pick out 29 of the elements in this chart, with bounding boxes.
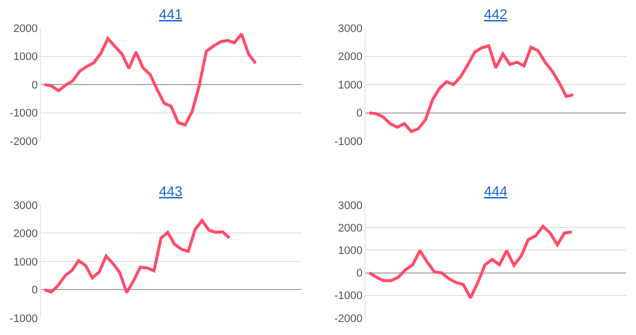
y-tick-label: 2000 xyxy=(338,222,362,234)
y-tick-label: 3000 xyxy=(13,200,38,212)
y-tick-label: -1000 xyxy=(10,108,38,120)
chart-title: 442 xyxy=(484,6,508,22)
y-tick-label: 2000 xyxy=(338,51,362,64)
y-tick-label: 1000 xyxy=(338,244,362,257)
y-tick-label: -1000 xyxy=(10,312,38,325)
y-tick-label: 0 xyxy=(356,268,362,280)
y-tick-label: 1000 xyxy=(13,256,38,268)
line-series xyxy=(368,224,574,300)
y-tick-label: -1000 xyxy=(334,136,362,148)
y-tick-label: 2000 xyxy=(13,228,38,240)
y-tick-label: -2000 xyxy=(10,136,38,148)
chart-title: 441 xyxy=(159,6,183,22)
chart-title: 444 xyxy=(484,183,508,199)
line-series xyxy=(43,32,258,126)
y-tick-label: 0 xyxy=(32,284,38,297)
y-tick-label: 3000 xyxy=(338,200,362,212)
line-series xyxy=(42,218,231,294)
y-tick-label: 2000 xyxy=(13,22,38,35)
y-tick-label: 3000 xyxy=(338,22,362,35)
y-tick-label: -1000 xyxy=(334,290,362,302)
y-tick-label: 0 xyxy=(356,108,362,120)
y-tick-label: 1000 xyxy=(338,79,362,92)
line-series xyxy=(368,44,575,133)
y-tick-label: -2000 xyxy=(334,312,362,325)
y-tick-label: 1000 xyxy=(13,51,38,64)
y-tick-label: 0 xyxy=(32,79,38,92)
chart-title: 443 xyxy=(159,183,183,199)
